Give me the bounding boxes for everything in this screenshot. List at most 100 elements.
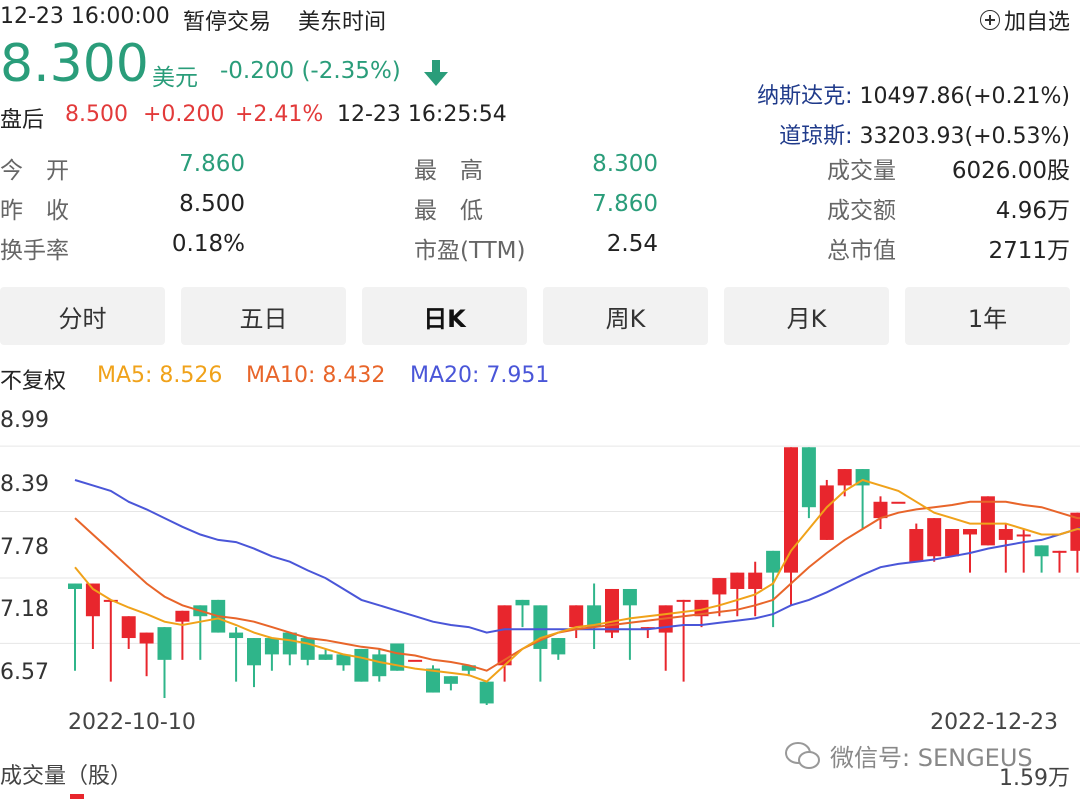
candle-body [1016,534,1031,537]
candle-body [909,529,924,562]
candlestick-chart[interactable] [0,400,1080,705]
y-tick-label: 8.99 [0,408,49,433]
candle-body [801,447,816,508]
candle-body [300,638,315,660]
adjust-mode-selector[interactable]: 不复权 [0,369,67,394]
candle-body [68,583,82,589]
candle-body [372,654,387,677]
low-value: 7.860 [592,191,658,217]
prev-close-value: 8.500 [179,191,245,217]
market-cap-value: 2711万 [988,238,1070,264]
pe-label: 市盈(TTM) [414,238,526,264]
index-value: 33203.93(+0.53%) [859,124,1070,149]
candle-body [694,599,709,617]
candle-body [766,550,781,573]
candle-body [139,632,154,644]
candle-body [318,654,333,660]
candle-body [354,648,369,682]
candle-body [748,572,763,589]
candle-body [873,501,888,519]
candle-body [408,659,423,662]
candle-body [622,588,637,606]
add-watchlist-button[interactable]: 加自选 [979,4,1070,36]
tab-one-year[interactable]: 1年 [905,287,1070,345]
afterhours-pct: +2.41% [235,102,324,127]
index-dow[interactable]: 道琼斯: 33203.93(+0.53%) [779,118,1070,150]
volume-bar [70,794,84,799]
currency-label: 美元 [152,65,198,91]
ma5-legend: MA5: 8.526 [97,363,223,388]
tab-monthly-k[interactable]: 月K [724,287,889,345]
low-label: 最 低 [414,198,483,224]
index-value: 10497.86(+0.21%) [859,84,1070,109]
candle-body [1070,512,1080,551]
candle-body [998,529,1013,540]
wechat-icon [785,741,820,769]
index-name: 纳斯达克: [757,84,853,109]
open-value: 7.860 [179,151,245,177]
candle-body [676,599,691,602]
candle-body [264,638,279,655]
candle-body [175,610,190,622]
afterhours-label: 盘后 [0,108,45,133]
watermark-text: 微信号: SENGEUS [830,744,1033,772]
afterhours-time: 12-23 16:25:54 [337,102,507,127]
candle-body [837,469,852,486]
candle-body [1052,550,1067,553]
timezone-label: 美东时间 [298,10,387,35]
turnover-rate-value: 0.18% [171,231,245,257]
current-price: 8.300 [0,34,149,94]
tab-weekly-k[interactable]: 周K [543,287,708,345]
high-value: 8.300 [592,151,658,177]
candle-body [569,605,584,628]
watermark: 微信号: SENGEUS [784,738,1033,773]
candle-body [891,501,906,504]
candle-body [730,572,745,589]
afterhours-price: 8.500 [65,102,128,127]
candle-body [1034,545,1049,557]
add-watchlist-label: 加自选 [1003,10,1070,35]
candle-body [640,627,655,630]
volume-value: 6026.00股 [951,158,1070,184]
high-label: 最 高 [414,158,483,184]
candle-body [712,578,727,595]
tab-daily-k[interactable]: 日K [362,287,527,345]
candle-body [157,627,172,660]
candle-body [927,518,942,557]
x-end-label: 2022-12-23 [930,710,1058,735]
candle-body [282,632,297,655]
candle-body [497,605,512,666]
y-tick-label: 7.78 [0,535,49,560]
afterhours-change: +0.200 [143,102,225,127]
candle-body [336,654,351,666]
tab-five-day[interactable]: 五日 [181,287,346,345]
header-datetime: 12-23 16:00:00 [0,4,170,29]
candle-body [426,668,440,693]
turnover-label: 成交额 [827,198,896,224]
candle-body [515,599,530,606]
prev-close-label: 昨 收 [0,198,69,224]
candle-body [461,665,476,671]
volume-section-label: 成交量（股） [0,764,133,789]
turnover-rate-label: 换手率 [0,238,69,264]
index-nasdaq[interactable]: 纳斯达克: 10497.86(+0.21%) [757,78,1070,110]
open-label: 今 开 [0,158,69,184]
x-start-label: 2022-10-10 [68,710,196,735]
index-name: 道琼斯: [779,124,853,149]
candle-body [784,447,798,573]
ma10-legend: MA10: 8.432 [246,363,386,388]
ma20-line [74,479,1080,634]
candle-body [963,529,977,535]
pe-value: 2.54 [606,231,658,257]
candle-body [551,638,566,655]
tab-intraday[interactable]: 分时 [0,287,165,345]
volume-max-label: 1.59万 [999,766,1070,791]
candle-body [121,616,136,639]
candle-body [587,605,602,628]
trading-status: 暂停交易 [183,10,272,35]
candle-body [247,638,261,666]
ma20-legend: MA20: 7.951 [410,363,550,388]
turnover-value: 4.96万 [995,198,1070,224]
y-tick-label: 7.18 [0,597,49,622]
candle-body [443,676,458,684]
